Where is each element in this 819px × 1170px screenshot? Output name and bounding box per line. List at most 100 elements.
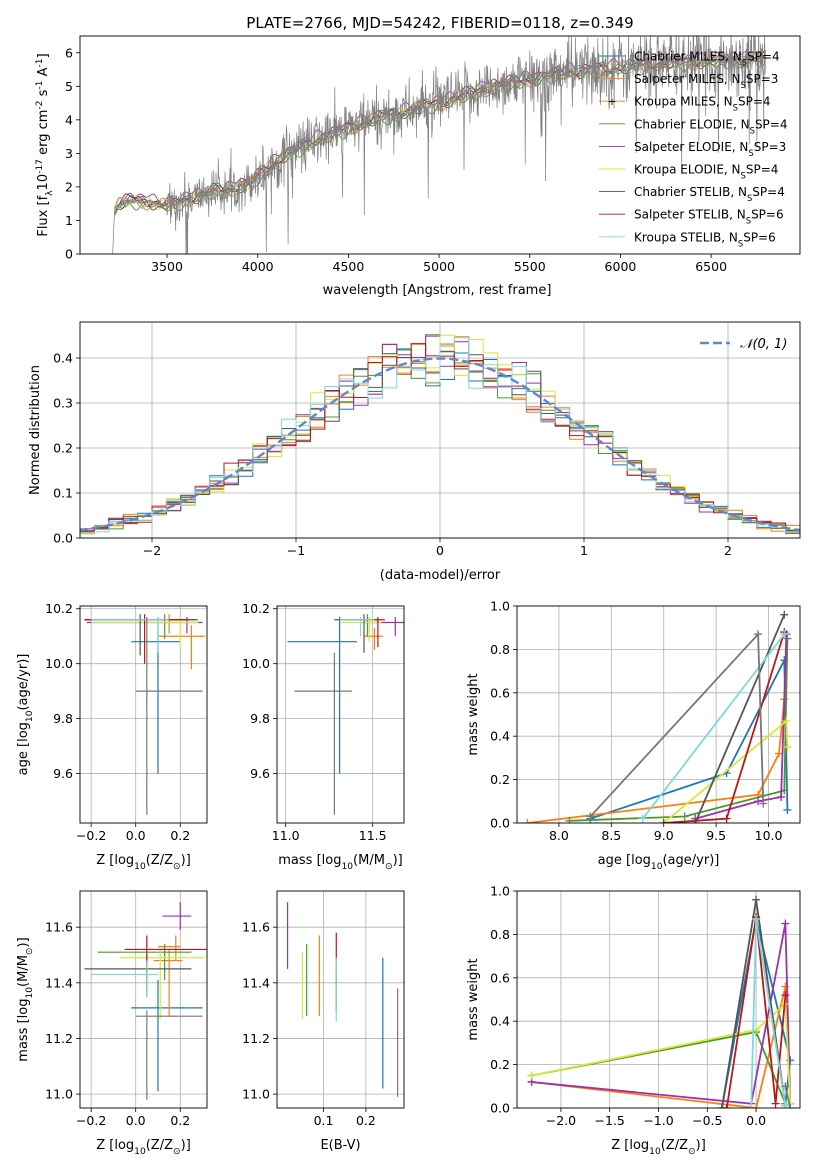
legend-label: Chabrier ELODIE, NSSP=4 xyxy=(634,117,787,135)
errorbar-point xyxy=(131,980,203,1092)
errorbar-point xyxy=(135,616,203,815)
x-tick-label: 0.0 xyxy=(126,828,146,843)
weight-marker xyxy=(782,717,791,726)
errorbar-point xyxy=(339,616,375,637)
weight-marker xyxy=(659,819,668,823)
data-age_vs_Z xyxy=(84,614,205,815)
x-tick-label: 5500 xyxy=(514,259,546,274)
axes-frame xyxy=(79,890,208,1109)
x-tick-label: 4500 xyxy=(333,259,365,274)
y-axis-label: age [log10(age/yr)] xyxy=(16,654,35,776)
y-tick-label: 0.4 xyxy=(490,1014,510,1029)
weight-marker xyxy=(780,630,789,639)
errorbar-point xyxy=(153,949,183,1017)
weight-line xyxy=(694,634,788,820)
y-tick-label: 0.2 xyxy=(490,772,510,787)
weight-marker xyxy=(780,610,789,619)
weight-marker xyxy=(722,1104,731,1108)
x-tick-label: −0.2 xyxy=(76,828,106,843)
y-tick-label: 0.8 xyxy=(490,642,510,657)
legend-marker: + xyxy=(607,95,616,108)
weight-marker xyxy=(781,1082,790,1091)
y-tick-label: 0.4 xyxy=(53,351,73,366)
legend-label: Salpeter MILES, NSSP=3 xyxy=(634,72,778,90)
errorbar-point xyxy=(287,616,358,774)
y-tick-label: 1.0 xyxy=(490,599,510,614)
panel-age_vs_mass: 11.0 11.5 9.6 9.8 10.0 10.2 mass [log10(M/M⊙)] xyxy=(242,601,405,872)
data-mass_vs_Z xyxy=(84,902,207,1100)
y-axis-label: Flux [fλ10-17 erg cm-2 s-1 A-1] xyxy=(35,53,55,236)
errorbar-point xyxy=(91,616,170,653)
x-tick-label: 0.2 xyxy=(170,1113,190,1128)
errorbar-point xyxy=(363,627,384,650)
weight-marker xyxy=(759,799,768,808)
y-tick-label: 0.2 xyxy=(53,441,73,456)
y-axis-label: mass weight xyxy=(466,673,481,755)
x-tick-label: 4000 xyxy=(242,259,274,274)
x-tick-label: −1 xyxy=(287,543,305,558)
x-tick-label: 2 xyxy=(724,543,732,558)
data-spectrum xyxy=(112,36,766,254)
weight-line xyxy=(527,699,786,823)
weight-marker xyxy=(771,1099,780,1108)
y-tick-label: 10.0 xyxy=(45,656,73,671)
x-axis-label: (data-model)/error xyxy=(380,568,501,583)
y-tick-label: 0.1 xyxy=(53,486,73,501)
panel-mass_weight_vs_age: 8.0 8.5 9.0 9.5 10.0 0.0 0.2 0.4 0.6 0.8 1.0 age [l… xyxy=(466,599,801,872)
errorbar-point xyxy=(131,616,181,774)
data-mass_vs_ebv xyxy=(286,902,399,1097)
weight-marker xyxy=(783,743,792,752)
data-mass_weight_vs_age xyxy=(523,610,792,823)
y-tick-label: 0.6 xyxy=(490,685,510,700)
weight-line xyxy=(531,923,792,1105)
x-axis-label: E(B-V) xyxy=(320,1138,360,1153)
axes-frame xyxy=(79,321,801,539)
errorbar-point xyxy=(84,614,196,656)
y-tick-label: 0.4 xyxy=(490,729,510,744)
y-tick-label: 1 xyxy=(65,213,73,228)
weight-marker xyxy=(586,812,595,821)
x-tick-label: −0.5 xyxy=(692,1113,722,1128)
x-tick-label: 6500 xyxy=(695,259,727,274)
axes-frame xyxy=(276,890,405,1109)
y-tick-label: 0.0 xyxy=(490,1101,510,1116)
axes-frame xyxy=(79,35,801,255)
axes-frame xyxy=(276,605,405,824)
errorbar-point xyxy=(84,614,190,664)
y-tick-label: 11.6 xyxy=(242,920,270,935)
x-axis-label: Z [log10(Z/Z⊙)] xyxy=(96,853,191,872)
weight-line xyxy=(725,916,787,1108)
y-tick-label: 0.8 xyxy=(490,927,510,942)
errorbar-point xyxy=(86,614,199,639)
y-tick-label: 4 xyxy=(65,112,73,127)
y-tick-label: 10.2 xyxy=(45,601,73,616)
x-tick-label: 0 xyxy=(436,543,444,558)
panel-mass_vs_Z: −0.2 0.0 0.2 11.0 11.2 11.4 11.6 Z [log10(Z/Z⊙)… xyxy=(16,890,208,1157)
panel-mass_vs_ebv: 0.1 0.2 11.0 11.2 11.4 11.6 E(B-V) xyxy=(242,890,405,1153)
observed-spectrum xyxy=(112,36,766,254)
y-tick-label: 2 xyxy=(65,179,73,194)
x-axis-label: Z [log10(Z/Z⊙)] xyxy=(96,1138,191,1157)
y-axis-label: Normed distribution xyxy=(28,365,43,495)
errorbar-point xyxy=(135,1010,203,1100)
weight-line xyxy=(694,614,786,823)
x-axis-label: mass [log10(M/M⊙)] xyxy=(278,853,402,872)
x-tick-label: 8.0 xyxy=(549,828,569,843)
y-tick-label: 9.6 xyxy=(250,766,270,781)
x-tick-label: 0.1 xyxy=(314,1113,334,1128)
legend-label: Kroupa MILES, NSSP=4 xyxy=(634,95,771,113)
x-axis-label: age [log10(age/yr)] xyxy=(598,853,720,872)
y-tick-label: 11.6 xyxy=(45,920,73,935)
weight-line xyxy=(569,638,789,822)
weight-marker xyxy=(523,819,532,823)
y-tick-label: 11.4 xyxy=(242,975,270,990)
panel-age_vs_Z: −0.2 0.0 0.2 9.6 9.8 10.0 10.2 Z [log10(Z/Z⊙)] a… xyxy=(16,601,208,872)
x-tick-label: 0.2 xyxy=(356,1113,376,1128)
weight-marker xyxy=(565,816,574,823)
weight-marker xyxy=(638,814,647,823)
weight-marker xyxy=(786,1104,795,1108)
weight-marker xyxy=(783,805,792,814)
x-tick-label: −1.0 xyxy=(643,1113,673,1128)
weight-marker xyxy=(781,919,790,928)
